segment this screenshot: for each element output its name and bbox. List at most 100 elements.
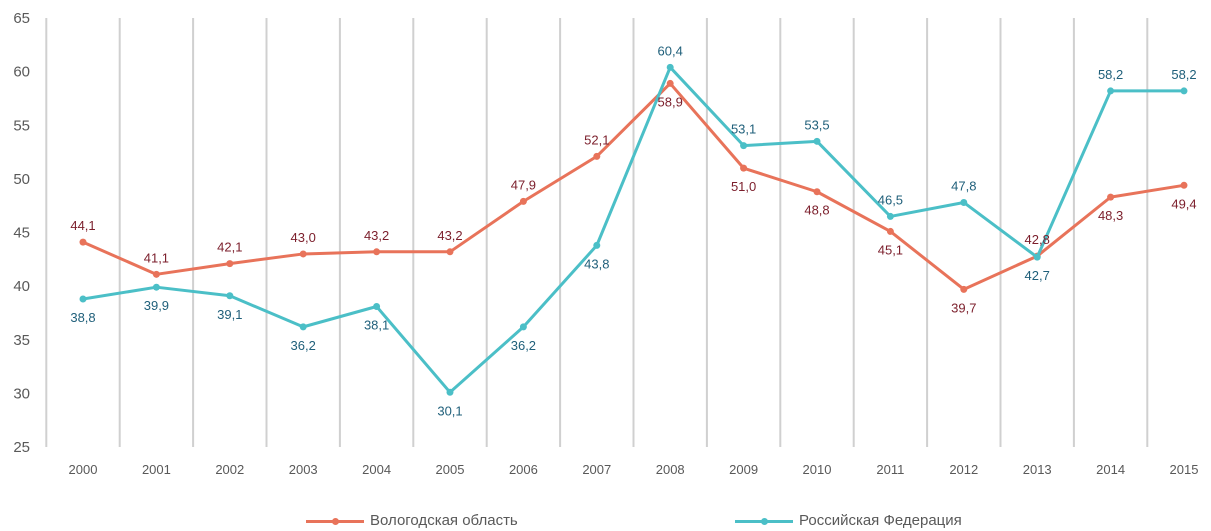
x-axis-ticks: 2000 2001 2002 2003 2004 2005 2006 2007 2008 2009… (69, 462, 1199, 477)
data-label: 41,1 (144, 250, 169, 265)
data-label: 52,1 (584, 132, 609, 147)
y-tick-label: 35 (13, 332, 30, 349)
data-point (886, 227, 894, 235)
data-label: 36,2 (511, 338, 536, 353)
data-point (1180, 181, 1188, 189)
data-label: 44,1 (70, 218, 95, 233)
data-point (1107, 193, 1115, 201)
data-point (740, 164, 748, 172)
data-label: 38,8 (70, 310, 95, 325)
data-point (666, 63, 674, 71)
legend-item-russia: Российская Федерация (735, 512, 962, 529)
data-point (813, 188, 821, 196)
data-label: 36,2 (291, 338, 316, 353)
data-label: 46,5 (878, 192, 903, 207)
data-point (519, 323, 527, 331)
data-point (446, 248, 454, 256)
data-label: 43,8 (584, 256, 609, 271)
x-tick-label: 2013 (1023, 462, 1052, 477)
data-label: 43,0 (291, 230, 316, 245)
data-label: 49,4 (1171, 196, 1196, 211)
data-point (740, 142, 748, 150)
legend-swatch-vologda (306, 515, 364, 527)
data-point (299, 250, 307, 258)
data-label: 58,9 (658, 94, 683, 109)
series-lines (79, 63, 1188, 396)
data-point (960, 285, 968, 293)
data-label: 30,1 (437, 403, 462, 418)
data-point (593, 152, 601, 160)
data-point (79, 238, 87, 246)
y-axis-ticks: 25 30 35 40 45 50 55 60 65 (13, 10, 30, 456)
data-point (226, 260, 234, 268)
legend-swatch-russia (735, 515, 793, 527)
x-tick-label: 2001 (142, 462, 171, 477)
data-label: 51,0 (731, 179, 756, 194)
data-label: 60,4 (658, 43, 683, 58)
y-tick-label: 50 (13, 171, 30, 188)
data-label: 47,9 (511, 177, 536, 192)
data-label: 48,3 (1098, 208, 1123, 223)
y-tick-label: 30 (13, 385, 30, 402)
y-tick-label: 45 (13, 225, 30, 242)
data-point (960, 198, 968, 206)
series-line-1 (82, 65, 1184, 394)
data-label: 39,1 (217, 307, 242, 322)
x-tick-label: 2000 (69, 462, 98, 477)
data-label: 39,7 (951, 300, 976, 315)
vertical-gridlines (45, 18, 1149, 447)
data-label: 48,8 (804, 203, 829, 218)
data-point (446, 388, 454, 396)
data-label: 58,2 (1098, 67, 1123, 82)
x-tick-label: 2015 (1170, 462, 1199, 477)
data-label: 43,2 (364, 228, 389, 243)
data-label: 39,9 (144, 298, 169, 313)
x-tick-label: 2009 (729, 462, 758, 477)
data-point (299, 323, 307, 331)
data-label: 53,1 (731, 122, 756, 137)
legend-item-vologda: Вологодская область (306, 512, 518, 529)
data-label: 42,1 (217, 240, 242, 255)
x-tick-label: 2003 (289, 462, 318, 477)
data-point (519, 197, 527, 205)
data-point (373, 303, 381, 311)
data-point (226, 292, 234, 300)
line-chart: 25 30 35 40 45 50 55 60 65 2000 2001 2002 2003 2004 2… (13, 10, 1199, 477)
data-label: 45,1 (878, 242, 903, 257)
x-tick-label: 2002 (215, 462, 244, 477)
y-tick-label: 40 (13, 278, 30, 295)
data-label: 58,2 (1171, 67, 1196, 82)
data-label: 42,7 (1025, 268, 1050, 283)
data-point (152, 270, 160, 278)
y-tick-label: 65 (13, 10, 30, 27)
y-tick-label: 60 (13, 64, 30, 81)
data-label: 53,5 (804, 117, 829, 132)
data-labels: 44,1 38,8 41,1 39,9 42,1 39,1 43,0 36,2 43,2 38,1… (70, 43, 1196, 418)
y-tick-label: 25 (13, 439, 30, 456)
x-tick-label: 2012 (949, 462, 978, 477)
series-line-0 (82, 81, 1185, 291)
x-tick-label: 2014 (1096, 462, 1125, 477)
data-label: 47,8 (951, 178, 976, 193)
data-point (593, 241, 601, 249)
x-tick-label: 2005 (436, 462, 465, 477)
data-label: 38,1 (364, 318, 389, 333)
data-point (813, 137, 821, 145)
legend-label-vologda: Вологодская область (370, 512, 518, 529)
x-tick-label: 2010 (803, 462, 832, 477)
data-point (666, 79, 674, 87)
x-tick-label: 2004 (362, 462, 391, 477)
data-point (1033, 253, 1041, 261)
x-tick-label: 2011 (876, 462, 904, 477)
data-point (1180, 87, 1188, 95)
y-tick-label: 55 (13, 117, 30, 134)
data-point (152, 283, 160, 291)
data-label: 43,2 (437, 228, 462, 243)
data-point (886, 212, 894, 220)
data-point (373, 248, 381, 256)
x-tick-label: 2008 (656, 462, 685, 477)
data-point (79, 295, 87, 303)
legend-label-russia: Российская Федерация (799, 512, 962, 529)
x-tick-label: 2007 (582, 462, 611, 477)
legend: Вологодская область Российская Федерация (0, 508, 1211, 531)
